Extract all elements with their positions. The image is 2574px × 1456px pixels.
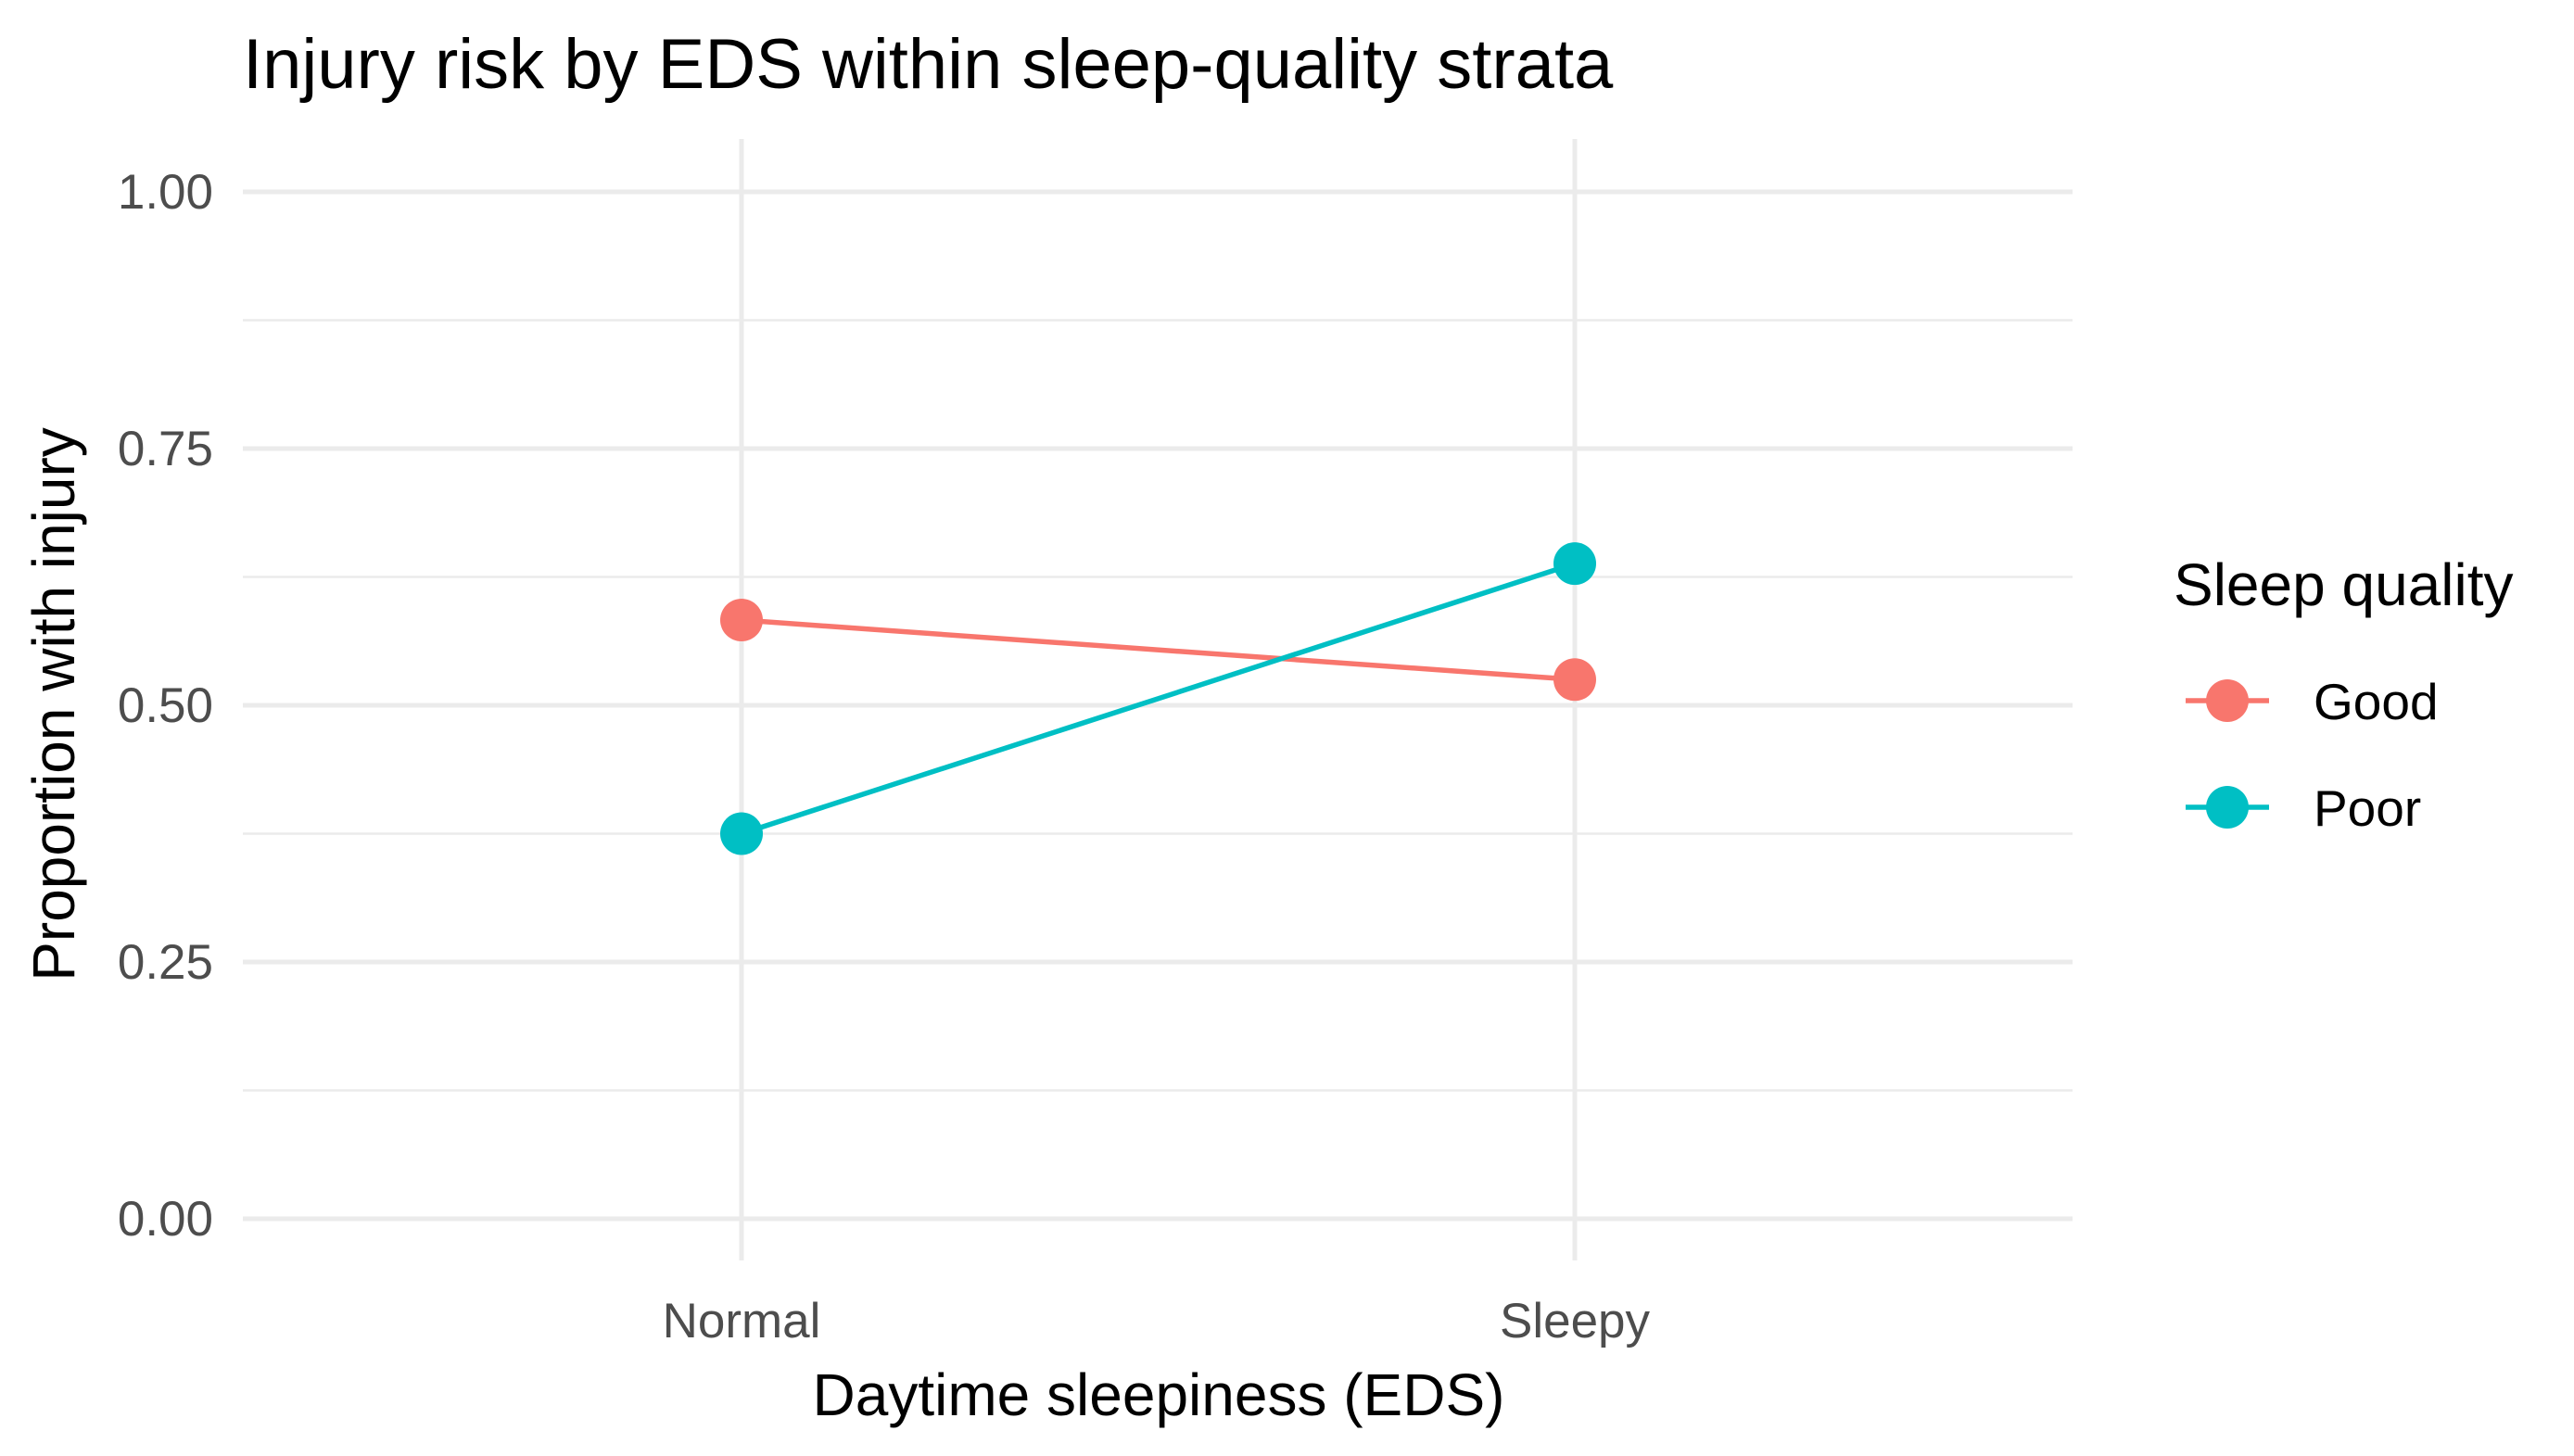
series-line [741,617,1576,683]
series-good [720,599,1596,702]
legend-label: Poor [2314,779,2421,837]
x-axis-ticks: Normal Sleepy [663,1294,1651,1348]
legend-title: Sleep quality [2174,551,2513,618]
series-line [741,561,1576,837]
y-tick-label: 1.00 [118,165,213,220]
grid [243,139,2073,1260]
legend-key-point [2206,679,2249,722]
x-tick-label: Sleepy [1500,1294,1651,1348]
series-poor [720,542,1596,855]
y-axis-ticks: 0.00 0.25 0.50 0.75 1.00 [118,165,213,1247]
legend: Sleep quality Good Poor [2174,551,2513,837]
chart-title: Injury risk by EDS within sleep-quality … [243,25,1614,104]
data-point [720,812,763,855]
legend-item-poor: Poor [2186,779,2421,837]
data-point [1553,542,1596,586]
y-tick-label: 0.25 [118,935,213,990]
y-tick-label: 0.50 [118,678,213,733]
x-tick-label: Normal [663,1294,821,1348]
legend-label: Good [2314,673,2439,730]
y-tick-label: 0.75 [118,422,213,476]
data-point [720,599,763,642]
y-axis-title: Proportion with injury [20,427,87,981]
legend-key-point [2206,786,2249,829]
data-point [1553,658,1596,702]
y-tick-label: 0.00 [118,1192,213,1247]
legend-items: Good Poor [2186,673,2439,837]
plot-series [720,542,1596,855]
legend-item-good: Good [2186,673,2439,730]
x-axis-title: Daytime sleepiness (EDS) [813,1361,1505,1428]
